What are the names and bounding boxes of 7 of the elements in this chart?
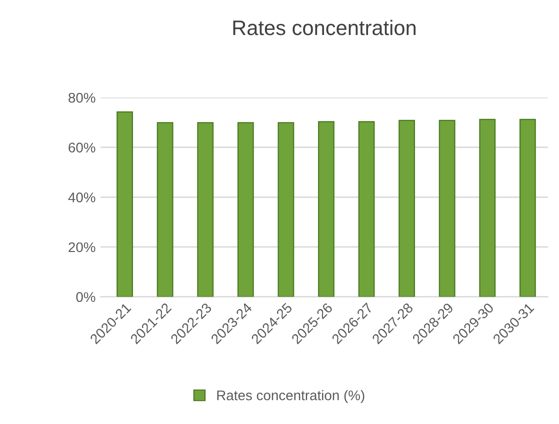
y-tick-label: 0% xyxy=(76,292,96,302)
y-tick-label: 80% xyxy=(68,92,96,103)
y-tick-label: 40% xyxy=(68,192,96,202)
chart-title: Rates concentration xyxy=(233,20,416,36)
y-tick-label: 20% xyxy=(68,242,96,252)
y-tick-label: 60% xyxy=(68,142,96,153)
legend-label: Rates concentration (%) xyxy=(217,390,364,404)
